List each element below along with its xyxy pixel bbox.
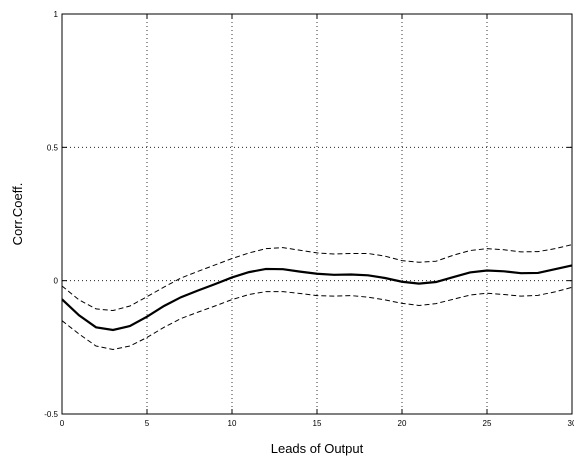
y-tick-label: -0.5 <box>44 410 58 419</box>
y-tick-label: 0 <box>54 277 59 286</box>
grid <box>62 14 572 414</box>
x-tick-label: 0 <box>60 419 65 428</box>
x-tick-label: 20 <box>398 419 407 428</box>
x-tick-label: 25 <box>483 419 492 428</box>
series-line-band-1 <box>61 244 573 312</box>
x-tick-label: 5 <box>145 419 150 428</box>
y-tick-label: 1 <box>54 10 59 19</box>
series-line-estimate <box>61 264 573 332</box>
x-tick-label: 15 <box>313 419 322 428</box>
series-group <box>61 244 573 350</box>
y-axis-label: Corr.Coeff. <box>10 183 25 246</box>
x-tick-label: 10 <box>228 419 237 428</box>
ticks: 051015202530-0.500.51 <box>44 10 574 428</box>
x-axis-label: Leads of Output <box>271 441 364 456</box>
y-tick-label: 0.5 <box>47 143 59 152</box>
series-line-band-2 <box>61 286 573 350</box>
x-tick-label: 30 <box>568 419 574 428</box>
